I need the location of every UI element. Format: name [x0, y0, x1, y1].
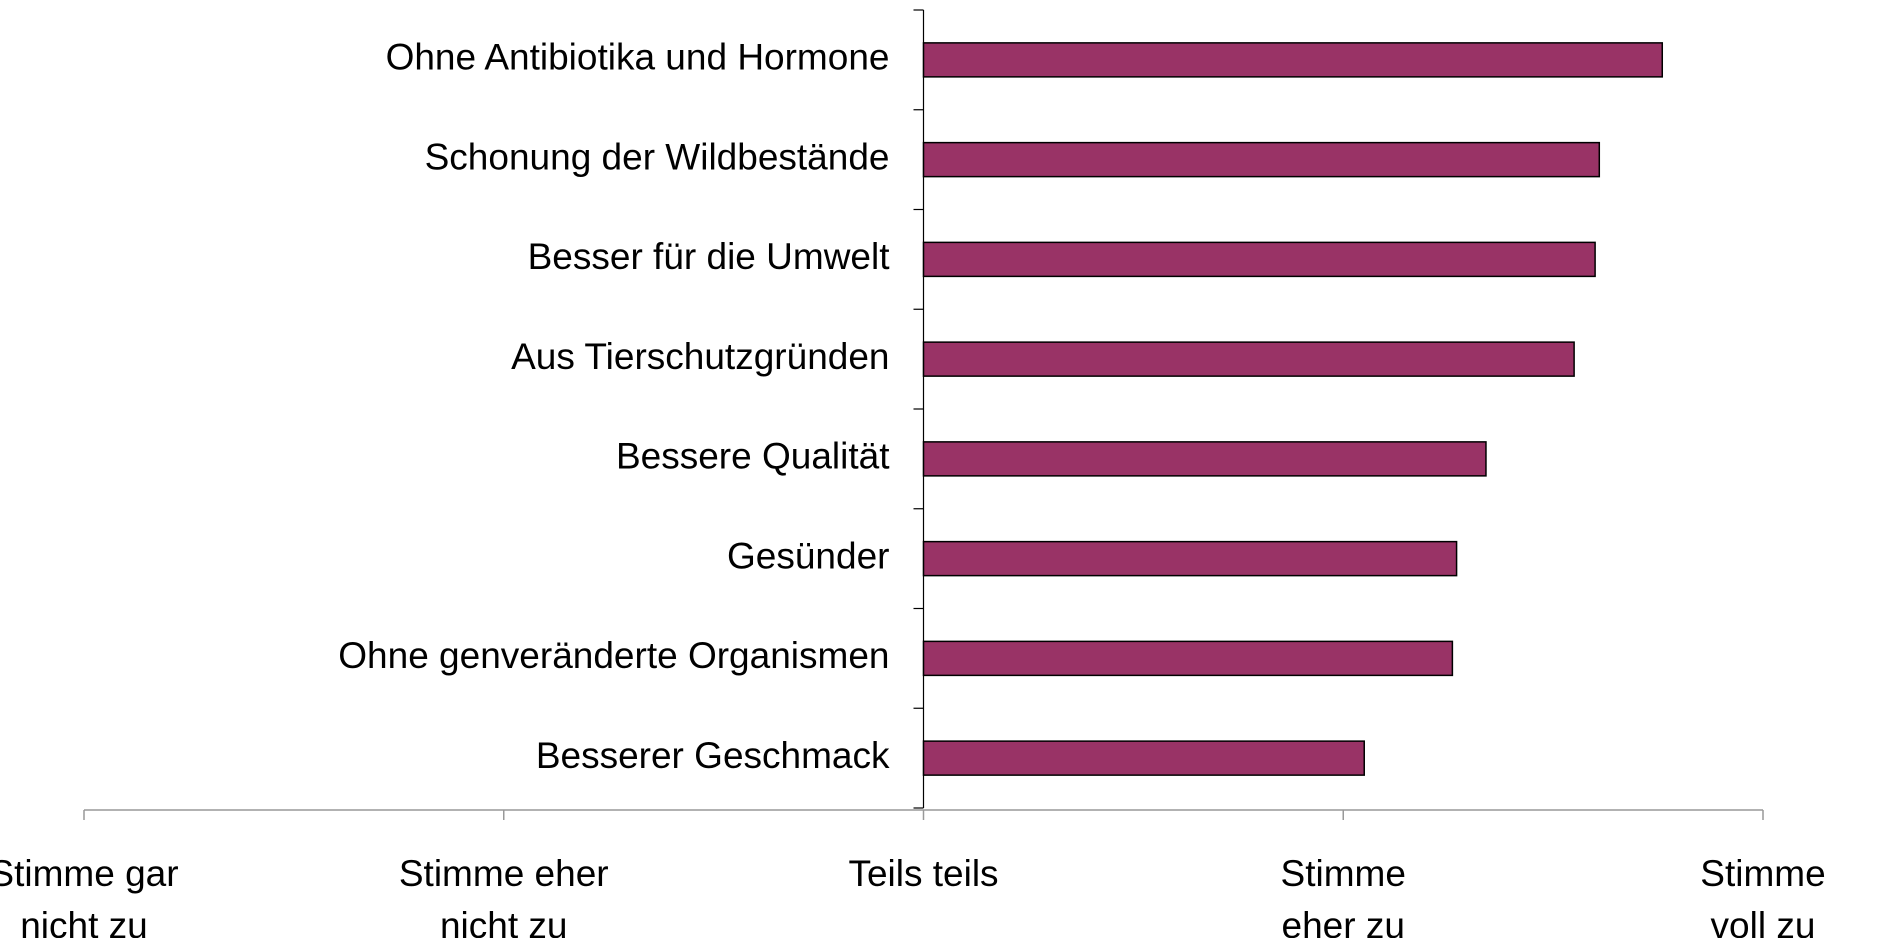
- x-tick-label: Stimme voll zu: [1700, 853, 1826, 938]
- y-tick-label: Aus Tierschutzgründen: [511, 336, 889, 377]
- x-tick-label: Stimme eher nicht zu: [398, 853, 609, 938]
- y-tick-label: Bessere Qualität: [616, 436, 890, 477]
- y-tick-label: Besser für die Umwelt: [528, 236, 891, 277]
- x-tick-label: Stimme eher zu: [1280, 853, 1406, 938]
- y-tick-label: Ohne genveränderte Organismen: [338, 635, 889, 676]
- x-tick-label: Teils teils: [848, 853, 999, 894]
- x-tick-label: Stimme gar nicht zu: [0, 853, 179, 938]
- bar: [922, 241, 1596, 278]
- bar: [922, 42, 1664, 78]
- y-tick-label: Besserer Geschmack: [536, 735, 890, 776]
- bar: [922, 441, 1487, 477]
- y-tick-label: Ohne Antibiotika und Hormone: [386, 37, 890, 78]
- bar: [922, 540, 1458, 577]
- bar: [922, 141, 1601, 178]
- bar: [922, 640, 1454, 677]
- y-tick-label: Schonung der Wildbestände: [425, 136, 890, 177]
- bar: [922, 341, 1575, 377]
- bar: [922, 740, 1365, 776]
- y-tick-label: Gesünder: [727, 535, 890, 576]
